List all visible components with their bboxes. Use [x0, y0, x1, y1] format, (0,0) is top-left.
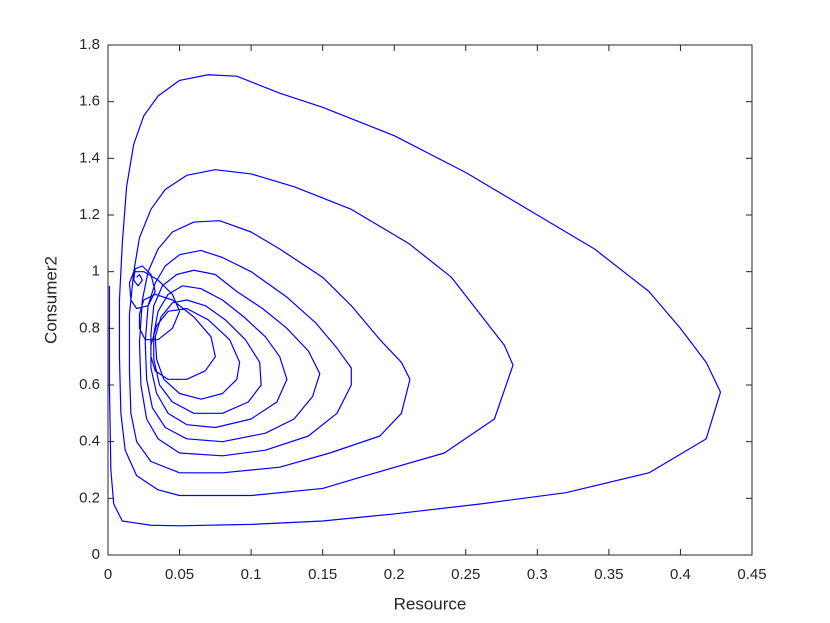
x-tick-label: 0.45 — [737, 566, 766, 583]
y-tick-label: 0.4 — [79, 433, 100, 450]
y-tick-label: 0.6 — [79, 376, 100, 393]
y-tick-label: 1.6 — [79, 93, 100, 110]
x-tick-label: 0.1 — [241, 566, 262, 583]
x-tick-label: 0.25 — [451, 566, 480, 583]
y-axis-label: Consumer2 — [41, 256, 60, 344]
x-tick-label: 0.4 — [670, 566, 691, 583]
x-tick-label: 0.05 — [165, 566, 194, 583]
x-tick-label: 0.35 — [594, 566, 623, 583]
y-tick-label: 0.8 — [79, 319, 100, 336]
y-tick-label: 1.8 — [79, 36, 100, 53]
y-tick-label: 1.4 — [79, 149, 100, 166]
x-tick-label: 0.3 — [527, 566, 548, 583]
x-tick-label: 0.2 — [384, 566, 405, 583]
trajectory-line — [108, 74, 722, 527]
y-tick-label: 1.2 — [79, 206, 100, 223]
x-tick-label: 0.15 — [308, 566, 337, 583]
x-axis-label: Resource — [394, 594, 467, 613]
y-tick-label: 0 — [92, 546, 100, 563]
y-tick-label: 0.2 — [79, 489, 100, 506]
x-tick-label: 0 — [104, 566, 112, 583]
y-tick-label: 1 — [92, 263, 100, 280]
plot-frame — [107, 44, 753, 556]
